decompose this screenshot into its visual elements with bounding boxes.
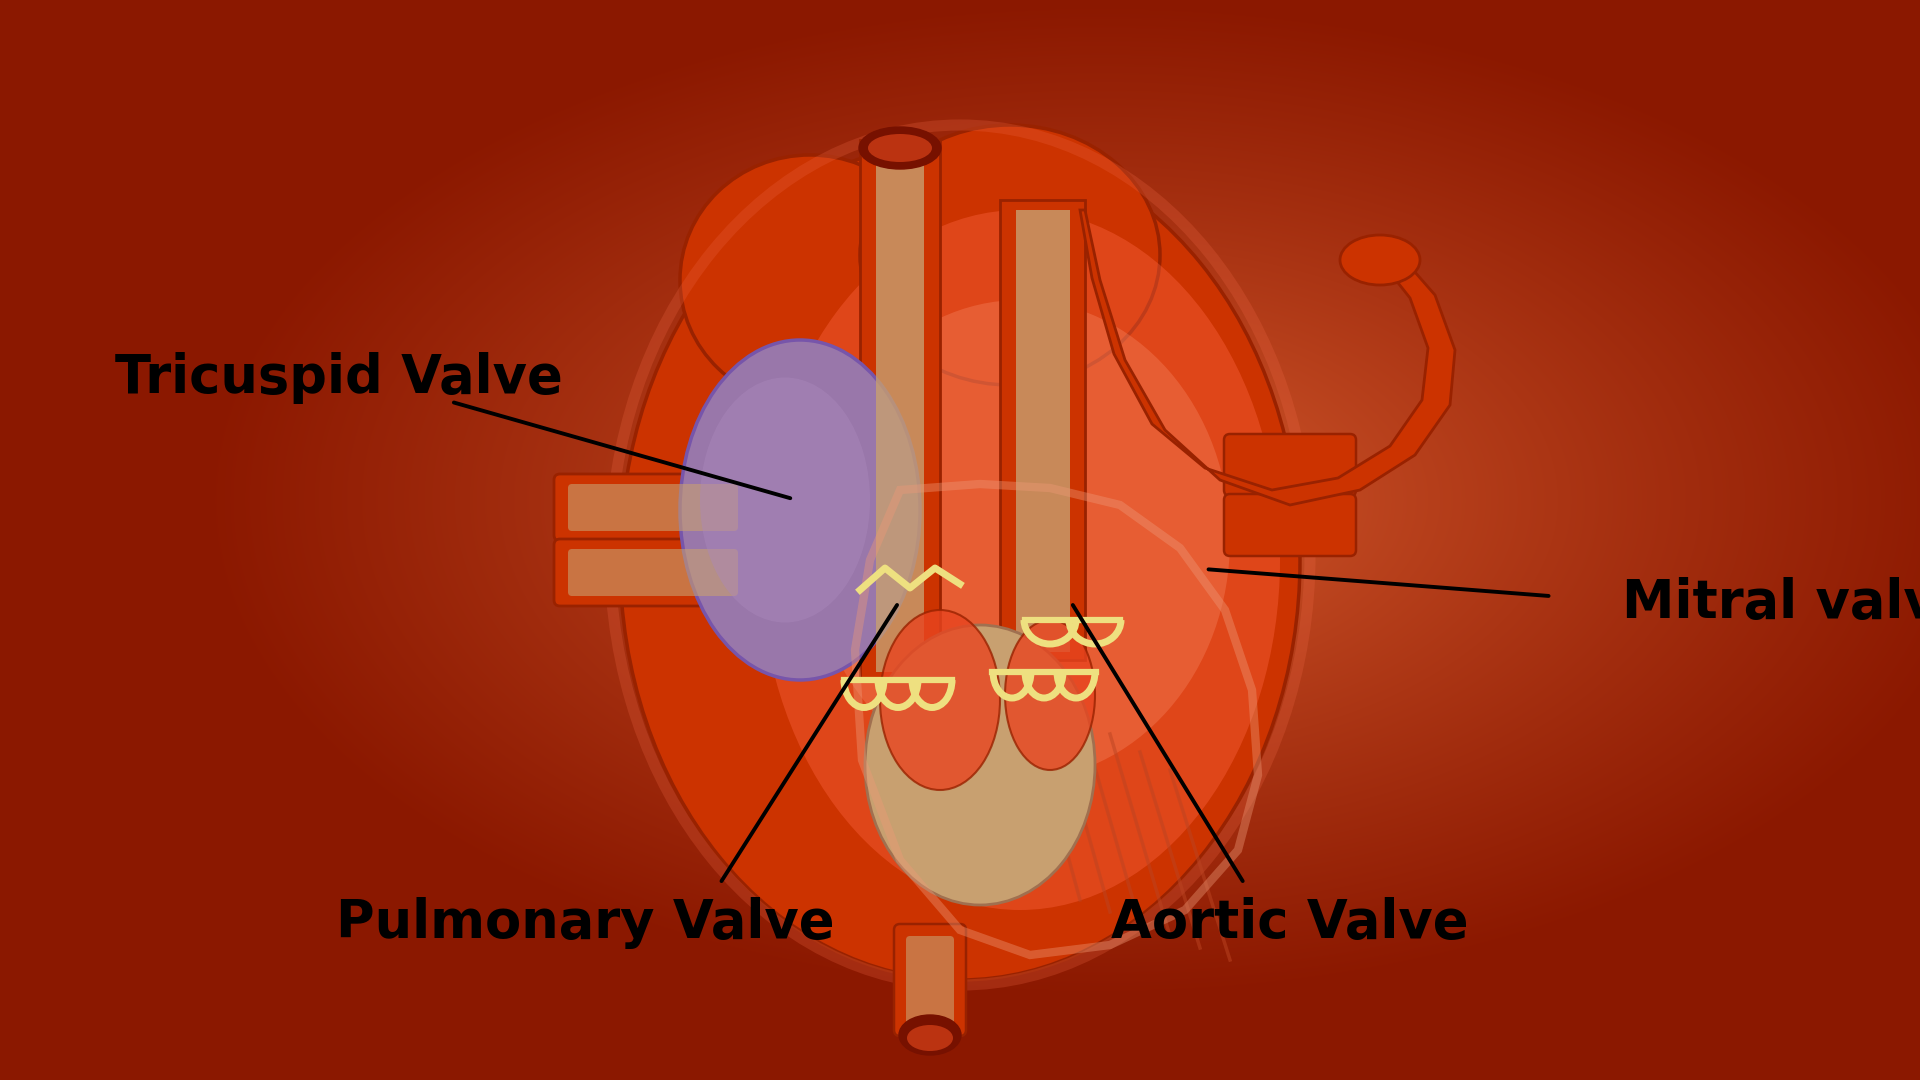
Ellipse shape <box>866 625 1094 905</box>
Ellipse shape <box>868 134 931 162</box>
Polygon shape <box>860 140 941 680</box>
FancyBboxPatch shape <box>568 549 737 596</box>
Ellipse shape <box>1004 620 1094 770</box>
Text: Mitral valve: Mitral valve <box>1622 577 1920 629</box>
Ellipse shape <box>858 127 941 168</box>
Polygon shape <box>1016 210 1069 652</box>
FancyBboxPatch shape <box>568 484 737 531</box>
Ellipse shape <box>879 610 1000 789</box>
FancyBboxPatch shape <box>555 474 751 541</box>
FancyBboxPatch shape <box>906 936 954 1026</box>
Ellipse shape <box>680 156 941 405</box>
Ellipse shape <box>680 340 920 680</box>
Text: Pulmonary Valve: Pulmonary Valve <box>336 897 835 949</box>
Ellipse shape <box>620 140 1300 980</box>
Ellipse shape <box>906 1025 952 1051</box>
FancyBboxPatch shape <box>1225 434 1356 496</box>
Ellipse shape <box>701 378 870 622</box>
Ellipse shape <box>810 300 1231 780</box>
Ellipse shape <box>1340 235 1421 285</box>
Text: Tricuspid Valve: Tricuspid Valve <box>115 352 563 404</box>
FancyBboxPatch shape <box>555 539 751 606</box>
FancyBboxPatch shape <box>895 924 966 1036</box>
Ellipse shape <box>860 125 1160 384</box>
Polygon shape <box>1000 200 1085 660</box>
Polygon shape <box>1079 210 1455 505</box>
Text: Aortic Valve: Aortic Valve <box>1112 897 1469 949</box>
FancyBboxPatch shape <box>1225 494 1356 556</box>
Ellipse shape <box>760 210 1281 910</box>
Ellipse shape <box>899 1015 962 1055</box>
Polygon shape <box>876 150 924 672</box>
